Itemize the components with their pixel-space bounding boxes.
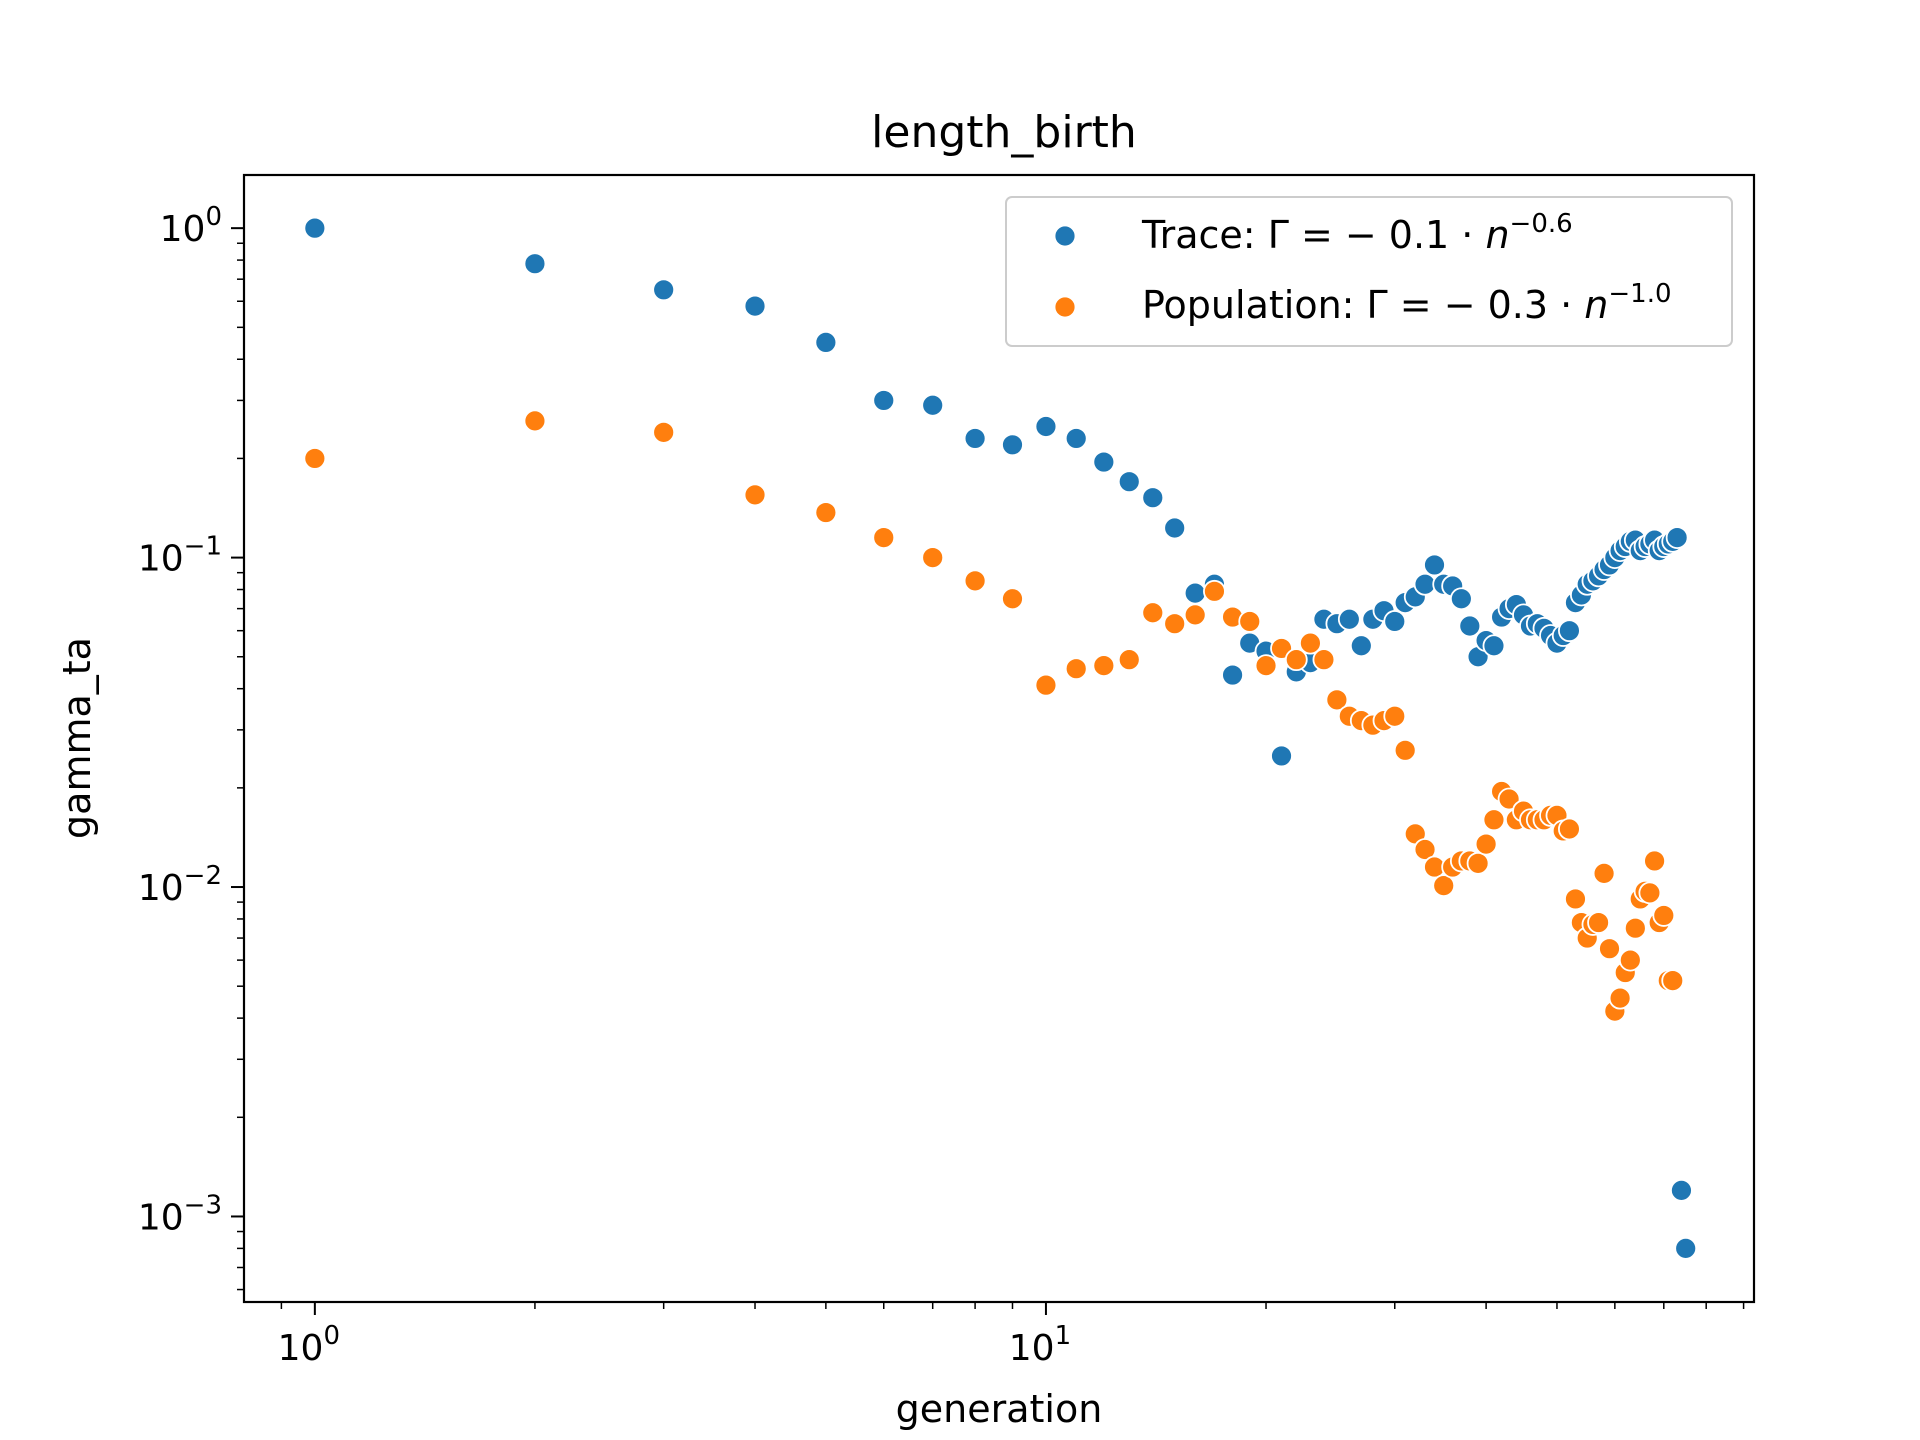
chart-title: length_birth	[871, 107, 1137, 158]
point-population	[1034, 673, 1058, 697]
point-population	[652, 420, 676, 444]
point-trace	[1449, 587, 1473, 611]
point-trace	[1270, 744, 1293, 768]
point-population	[1312, 648, 1336, 672]
y-tick-label: 10−1	[138, 532, 222, 580]
point-trace	[1383, 610, 1407, 633]
point-trace	[921, 393, 945, 417]
point-population	[1001, 587, 1024, 611]
point-trace	[1034, 415, 1058, 438]
point-population	[1638, 881, 1662, 905]
point-trace	[523, 252, 547, 276]
y-tick-label: 100	[160, 202, 222, 250]
point-population	[1383, 704, 1407, 728]
y-tick-label: 10−2	[138, 861, 222, 909]
legend-marker-population	[1053, 295, 1077, 319]
point-population	[1064, 657, 1088, 681]
point-trace	[872, 389, 896, 412]
point-population	[1608, 986, 1632, 1010]
point-trace	[743, 294, 767, 318]
point-population	[1141, 601, 1165, 625]
point-population	[1432, 874, 1456, 898]
point-trace	[1423, 553, 1446, 577]
point-population	[921, 546, 945, 569]
point-population	[1117, 648, 1141, 672]
point-population	[963, 569, 987, 593]
legend-box	[1005, 196, 1733, 347]
x-tick-label: 101	[1009, 1321, 1071, 1369]
point-trace	[1337, 607, 1361, 631]
x-tick-label: 100	[278, 1321, 340, 1369]
point-population	[1587, 911, 1610, 934]
point-trace	[303, 216, 327, 240]
point-population	[303, 447, 327, 470]
legend-label-trace: Trace: Γ = − 0.1 · n−0.6	[1141, 209, 1573, 257]
plot-frame	[242, 173, 1756, 1304]
point-population	[1413, 838, 1437, 861]
point-trace	[1458, 614, 1482, 638]
point-population	[1623, 916, 1647, 940]
point-population	[1643, 849, 1666, 873]
point-trace	[1482, 634, 1506, 658]
point-trace	[1558, 619, 1581, 643]
point-population	[1254, 654, 1278, 678]
point-trace	[1221, 663, 1244, 687]
point-population	[1092, 654, 1116, 678]
point-population	[1558, 817, 1581, 841]
point-population	[1203, 579, 1226, 603]
point-trace	[1117, 470, 1141, 494]
y-tick-label: 10−3	[138, 1190, 222, 1238]
point-trace	[963, 427, 987, 450]
point-trace	[814, 331, 838, 354]
point-population	[814, 501, 838, 524]
axis-ticks: 100 101 100 10−1 10−2 10−3	[138, 202, 1745, 1369]
point-trace	[1092, 450, 1116, 474]
point-population	[1497, 787, 1521, 811]
data-points	[303, 216, 1698, 1260]
point-population	[1652, 904, 1676, 927]
point-population	[1482, 808, 1506, 832]
point-trace	[1670, 1178, 1693, 1202]
point-population	[1564, 887, 1587, 911]
point-population	[1299, 631, 1322, 655]
point-trace	[1183, 581, 1207, 605]
legend-marker-trace	[1053, 224, 1077, 248]
point-population	[1592, 861, 1616, 885]
x-axis-label: generation	[896, 1387, 1103, 1431]
point-trace	[1064, 427, 1088, 450]
point-population	[1163, 612, 1187, 636]
point-trace	[1674, 1236, 1698, 1260]
legend: Trace: Γ = − 0.1 · n−0.6 Population: Γ =…	[1005, 196, 1733, 347]
point-population	[1393, 738, 1417, 762]
point-population	[1474, 832, 1498, 856]
point-population	[1284, 648, 1308, 672]
point-population	[1325, 688, 1349, 712]
point-trace	[1163, 516, 1187, 540]
point-population	[743, 483, 767, 507]
point-trace	[1141, 486, 1165, 510]
y-axis-label: gamma_ta	[55, 637, 99, 839]
point-population	[1183, 603, 1207, 627]
point-population	[1618, 948, 1642, 972]
point-population	[872, 526, 896, 549]
point-population	[1238, 610, 1262, 633]
point-population	[1661, 969, 1685, 992]
legend-label-population: Population: Γ = − 0.3 · n−1.0	[1142, 279, 1672, 327]
point-population	[1598, 937, 1621, 961]
point-trace	[1349, 634, 1373, 658]
point-population	[523, 409, 547, 433]
point-trace	[1001, 433, 1024, 457]
point-trace	[1665, 526, 1689, 549]
point-population	[1466, 851, 1490, 875]
point-trace	[652, 278, 676, 302]
